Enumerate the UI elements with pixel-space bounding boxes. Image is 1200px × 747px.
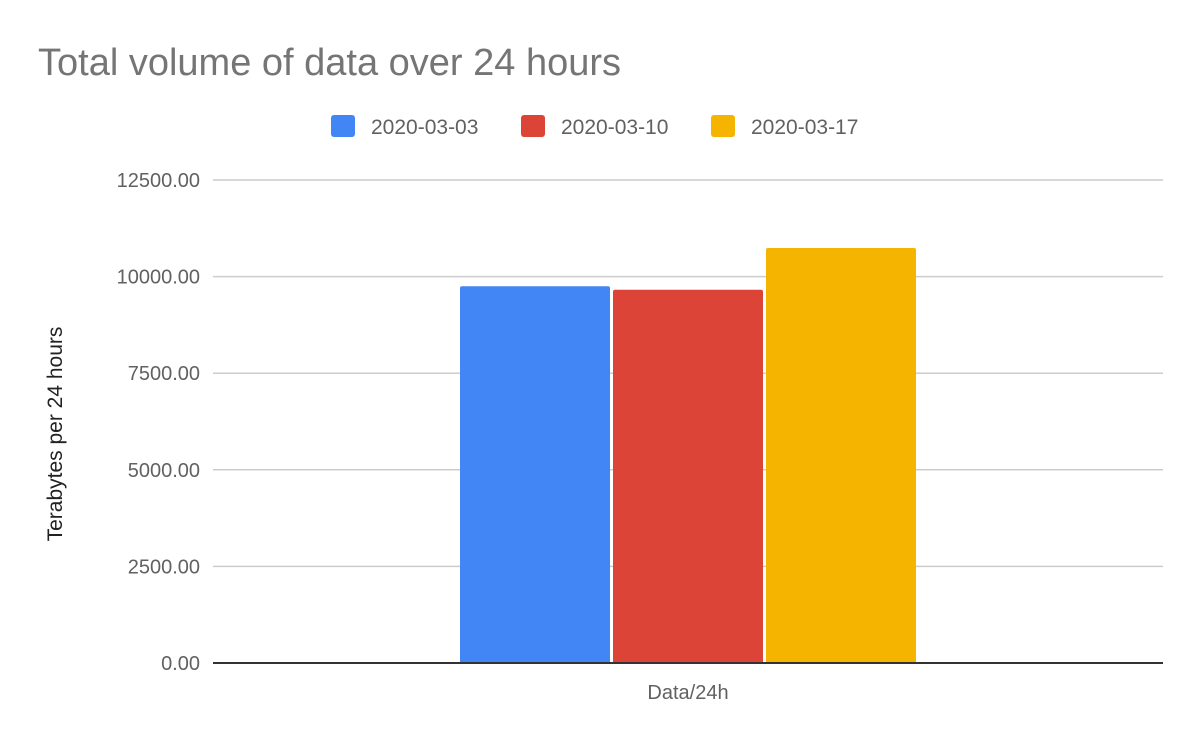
y-tick-label: 2500.00 bbox=[128, 556, 200, 578]
legend-label: 2020-03-10 bbox=[561, 116, 668, 139]
bar-2020-03-03 bbox=[460, 286, 610, 663]
legend-label: 2020-03-17 bbox=[751, 116, 858, 139]
y-tick-label: 10000.00 bbox=[117, 267, 200, 289]
y-tick-label: 5000.00 bbox=[128, 460, 200, 482]
legend-swatch bbox=[711, 115, 735, 137]
y-tick-label: 12500.00 bbox=[117, 170, 200, 192]
legend-swatch bbox=[331, 115, 355, 137]
legend-item: 2020-03-03 bbox=[331, 115, 478, 139]
chart-title: Total volume of data over 24 hours bbox=[38, 42, 621, 84]
bars bbox=[460, 248, 916, 663]
y-tick-label: 0.00 bbox=[161, 653, 200, 675]
x-axis-ticks: Data/24h bbox=[647, 682, 728, 704]
x-tick-label: Data/24h bbox=[647, 682, 728, 704]
legend-label: 2020-03-03 bbox=[371, 116, 478, 139]
y-axis-title: Terabytes per 24 hours bbox=[44, 327, 67, 542]
y-tick-label: 7500.00 bbox=[128, 363, 200, 385]
bar-2020-03-10 bbox=[613, 289, 763, 663]
legend-item: 2020-03-10 bbox=[521, 115, 668, 139]
legend-swatch bbox=[521, 115, 545, 137]
y-axis-ticks: 0.00 2500.00 5000.00 7500.00 10000.00 12500.0… bbox=[117, 170, 200, 675]
chart-legend: 2020-03-03 2020-03-10 2020-03-17 bbox=[331, 115, 858, 139]
legend-item: 2020-03-17 bbox=[711, 115, 858, 139]
bar-2020-03-17 bbox=[766, 248, 916, 663]
